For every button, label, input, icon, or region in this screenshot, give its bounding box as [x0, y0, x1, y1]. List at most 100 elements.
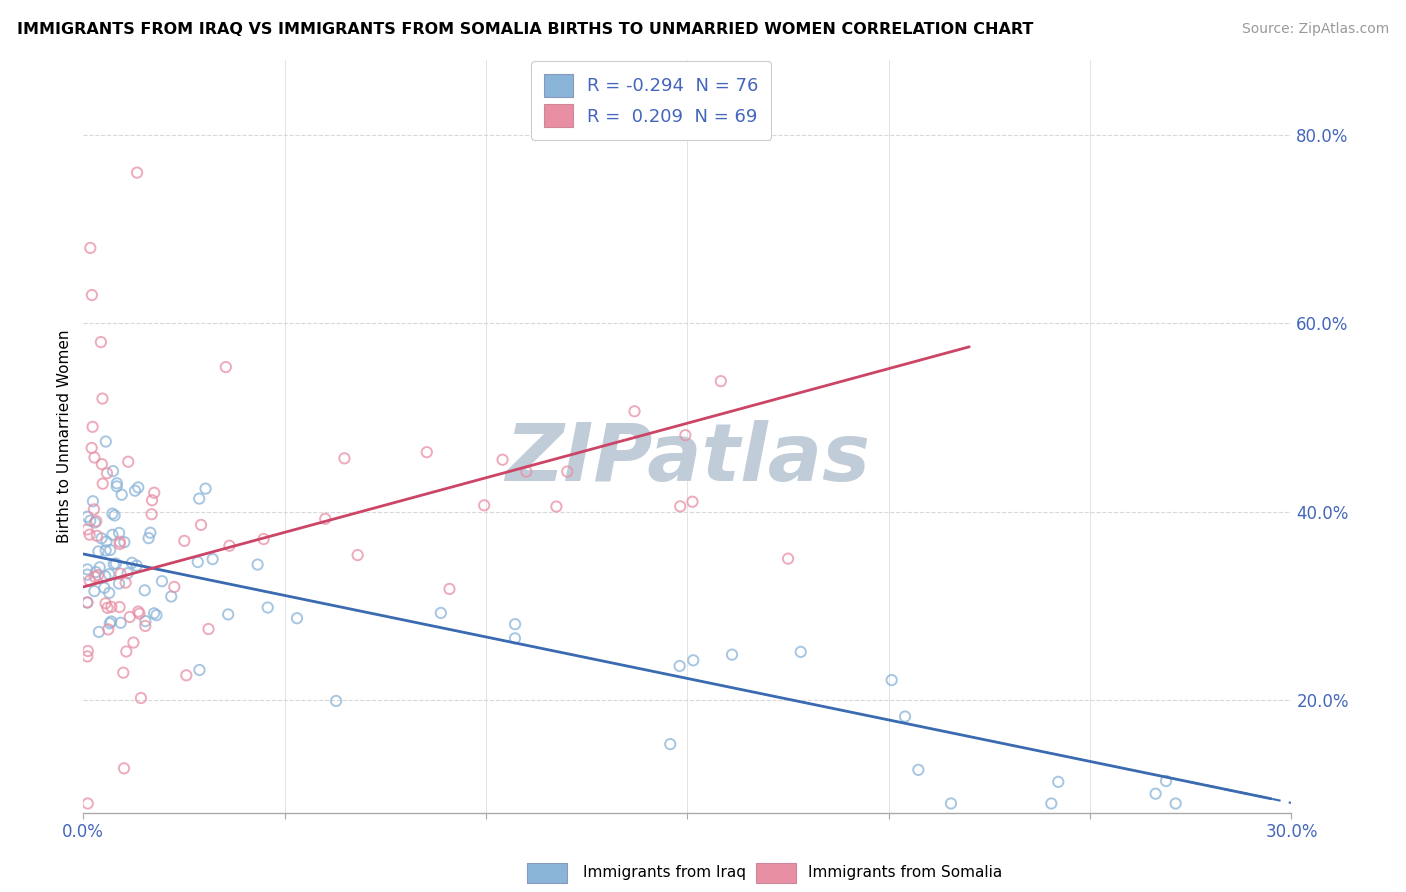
Point	[546, 500, 568, 514]
Point	[79, 527, 101, 541]
Point	[87, 624, 110, 639]
Point	[515, 465, 537, 479]
Point	[108, 525, 131, 540]
Point	[94, 569, 117, 583]
Point	[115, 644, 138, 658]
Point	[82, 494, 104, 508]
Point	[80, 288, 103, 302]
Point	[90, 531, 112, 545]
Point	[117, 455, 139, 469]
Text: IMMIGRANTS FROM IRAQ VS IMMIGRANTS FROM SOMALIA BIRTHS TO UNMARRIED WOMEN CORREL: IMMIGRANTS FROM IRAQ VS IMMIGRANTS FROM …	[17, 22, 1033, 37]
Point	[682, 653, 704, 667]
Point	[439, 582, 461, 596]
Point	[416, 445, 439, 459]
Point	[127, 480, 149, 494]
Point	[333, 451, 356, 466]
Point	[472, 498, 495, 512]
Point	[110, 615, 132, 630]
Point	[721, 648, 744, 662]
Point	[105, 479, 128, 493]
Point	[96, 600, 118, 615]
Point	[96, 467, 118, 481]
Point	[86, 529, 108, 543]
Point	[1164, 797, 1187, 811]
Point	[252, 532, 274, 546]
Point	[194, 482, 217, 496]
Point	[108, 576, 131, 591]
Point	[623, 404, 645, 418]
Point	[128, 607, 150, 621]
Point	[939, 797, 962, 811]
Point	[80, 441, 103, 455]
Point	[117, 566, 139, 581]
Point	[108, 600, 131, 615]
Point	[104, 508, 127, 523]
Point	[105, 476, 128, 491]
Point	[79, 574, 101, 588]
Point	[346, 548, 368, 562]
Point	[673, 428, 696, 442]
Point	[173, 533, 195, 548]
Point	[1154, 774, 1177, 789]
Point	[710, 374, 733, 388]
Legend: R = -0.294  N = 76, R =  0.209  N = 69: R = -0.294 N = 76, R = 0.209 N = 69	[531, 61, 770, 140]
Point	[325, 694, 347, 708]
Point	[100, 599, 122, 614]
Point	[110, 566, 132, 581]
Point	[285, 611, 308, 625]
Point	[83, 570, 105, 584]
Point	[82, 420, 104, 434]
Point	[103, 557, 125, 571]
Point	[197, 622, 219, 636]
Point	[76, 595, 98, 609]
Point	[114, 575, 136, 590]
Point	[118, 610, 141, 624]
Point	[134, 583, 156, 598]
Text: Immigrants from Iraq: Immigrants from Iraq	[583, 865, 747, 880]
Text: ZIPatlas: ZIPatlas	[505, 420, 870, 498]
Point	[314, 512, 336, 526]
Point	[76, 523, 98, 537]
Point	[894, 709, 917, 723]
Point	[669, 500, 692, 514]
Point	[127, 605, 149, 619]
Point	[94, 434, 117, 449]
Point	[188, 491, 211, 506]
Point	[138, 531, 160, 545]
Point	[83, 516, 105, 530]
Point	[91, 476, 114, 491]
Point	[112, 761, 135, 775]
Point	[187, 555, 209, 569]
Point	[143, 607, 166, 621]
Point	[256, 600, 278, 615]
Point	[682, 494, 704, 508]
Point	[98, 567, 121, 582]
Point	[94, 543, 117, 558]
Point	[76, 567, 98, 582]
Point	[150, 574, 173, 589]
Text: Immigrants from Somalia: Immigrants from Somalia	[808, 865, 1002, 880]
Point	[134, 619, 156, 633]
Point	[555, 465, 578, 479]
Point	[659, 737, 682, 751]
Point	[96, 534, 118, 549]
Point	[98, 586, 121, 600]
Point	[87, 544, 110, 558]
Point	[122, 635, 145, 649]
Point	[190, 517, 212, 532]
Point	[87, 568, 110, 582]
Point	[141, 507, 163, 521]
Text: Source: ZipAtlas.com: Source: ZipAtlas.com	[1241, 22, 1389, 37]
Point	[76, 562, 98, 576]
Point	[141, 493, 163, 508]
Point	[76, 509, 98, 524]
Point	[668, 659, 690, 673]
Point	[83, 584, 105, 599]
Y-axis label: Births to Unmarried Women: Births to Unmarried Women	[58, 329, 72, 543]
Point	[101, 507, 124, 521]
Point	[97, 623, 120, 637]
Point	[79, 241, 101, 255]
Point	[503, 632, 526, 646]
Point	[218, 539, 240, 553]
Point	[83, 502, 105, 516]
